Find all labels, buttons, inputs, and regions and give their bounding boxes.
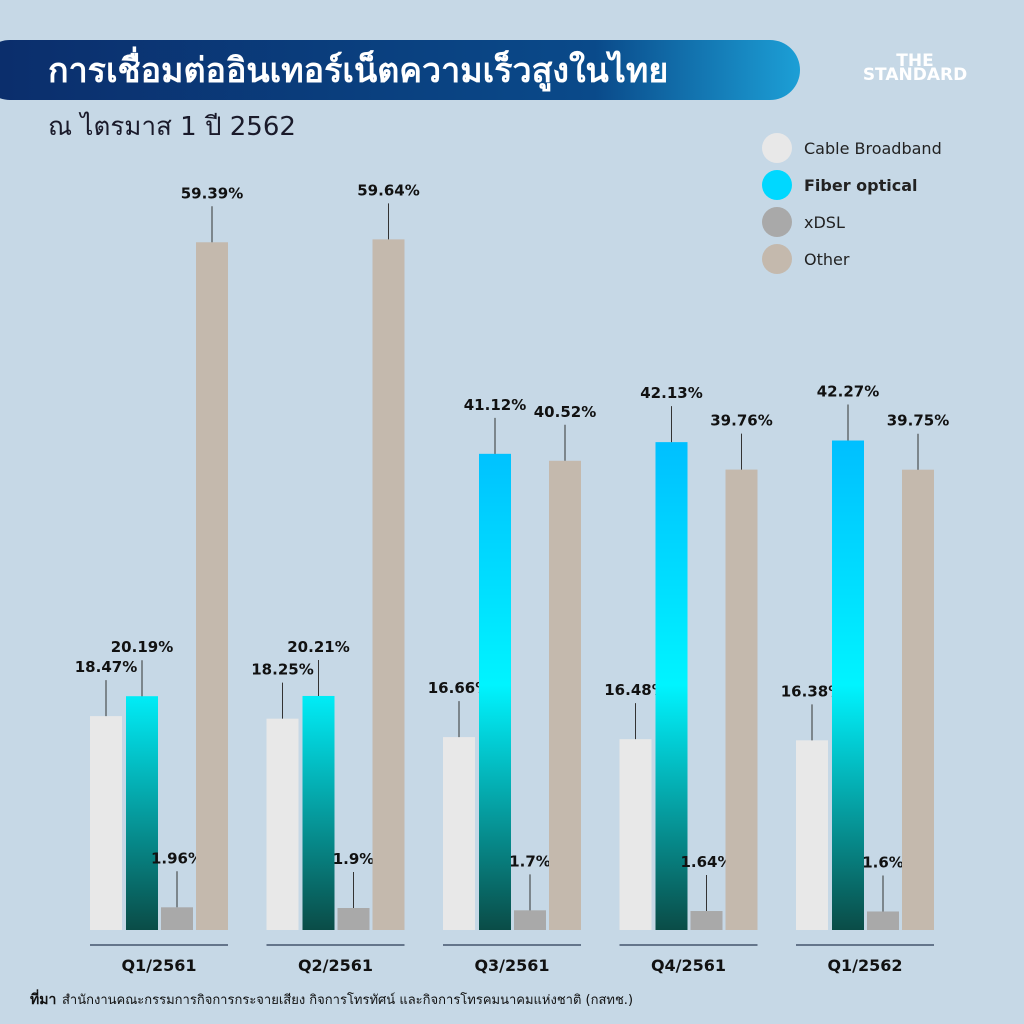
value-label: 42.27% [817, 383, 879, 401]
value-label: 16.66% [428, 679, 490, 697]
value-label: 20.21% [287, 638, 349, 656]
bar [725, 469, 758, 930]
bar [796, 740, 828, 930]
value-label: 1.9% [333, 850, 375, 868]
bar [161, 907, 193, 930]
bar [302, 695, 335, 930]
value-label: 1.7% [509, 852, 551, 870]
value-label: 18.47% [75, 658, 137, 676]
title-banner [0, 40, 800, 100]
bar [655, 442, 688, 930]
bar [619, 739, 652, 930]
legend-swatch [762, 244, 792, 274]
legend-label: Cable Broadband [804, 139, 942, 158]
value-label: 16.38% [781, 682, 843, 700]
bar [479, 453, 511, 930]
legend-swatch [762, 207, 792, 237]
bar [443, 737, 475, 930]
bar [196, 242, 228, 930]
bar [90, 716, 122, 930]
chart-title: การเชื่อมต่ออินเทอร์เน็ตความเร็วสูงในไทย [48, 46, 668, 92]
value-label: 1.6% [862, 853, 904, 871]
x-tick-label: Q4/2561 [651, 956, 726, 975]
legend-swatch [762, 170, 792, 200]
value-label: 1.64% [680, 853, 732, 871]
source-label: ที่มา [30, 989, 56, 1008]
source: สำนักงานคณะกรรมการกิจการกระจายเสียง กิจก… [62, 992, 633, 1008]
value-label: 59.39% [181, 184, 243, 202]
bar [266, 718, 299, 930]
value-label: 59.64% [357, 181, 419, 199]
brand: THE [896, 51, 933, 71]
value-label: 20.19% [111, 638, 173, 656]
legend-label: Fiber optical [804, 176, 918, 195]
value-label: 1.96% [151, 849, 203, 867]
bar [372, 239, 405, 931]
bar [549, 460, 581, 930]
bar [867, 911, 899, 930]
legend-label: xDSL [804, 213, 845, 232]
legend-swatch [762, 133, 792, 163]
value-label: 40.52% [534, 403, 596, 421]
value-label: 16.48% [604, 681, 666, 699]
chart-subtitle: ณ ไตรมาส 1 ปี 2562 [48, 111, 296, 142]
value-label: 42.13% [640, 384, 702, 402]
x-tick-label: Q1/2562 [827, 956, 902, 975]
x-tick-label: Q2/2561 [298, 956, 373, 975]
value-label: 39.75% [887, 412, 949, 430]
value-label: 41.12% [464, 396, 526, 414]
brand: STANDARD [863, 65, 967, 85]
bar [690, 911, 723, 930]
bar [902, 469, 934, 930]
bar [126, 696, 158, 930]
value-label: 39.76% [710, 412, 772, 430]
x-tick-label: Q3/2561 [474, 956, 549, 975]
bar [832, 440, 864, 930]
x-tick-label: Q1/2561 [121, 956, 196, 975]
bar [514, 910, 546, 930]
value-label: 18.25% [251, 661, 313, 679]
legend-label: Other [804, 250, 850, 269]
bar [337, 907, 370, 930]
